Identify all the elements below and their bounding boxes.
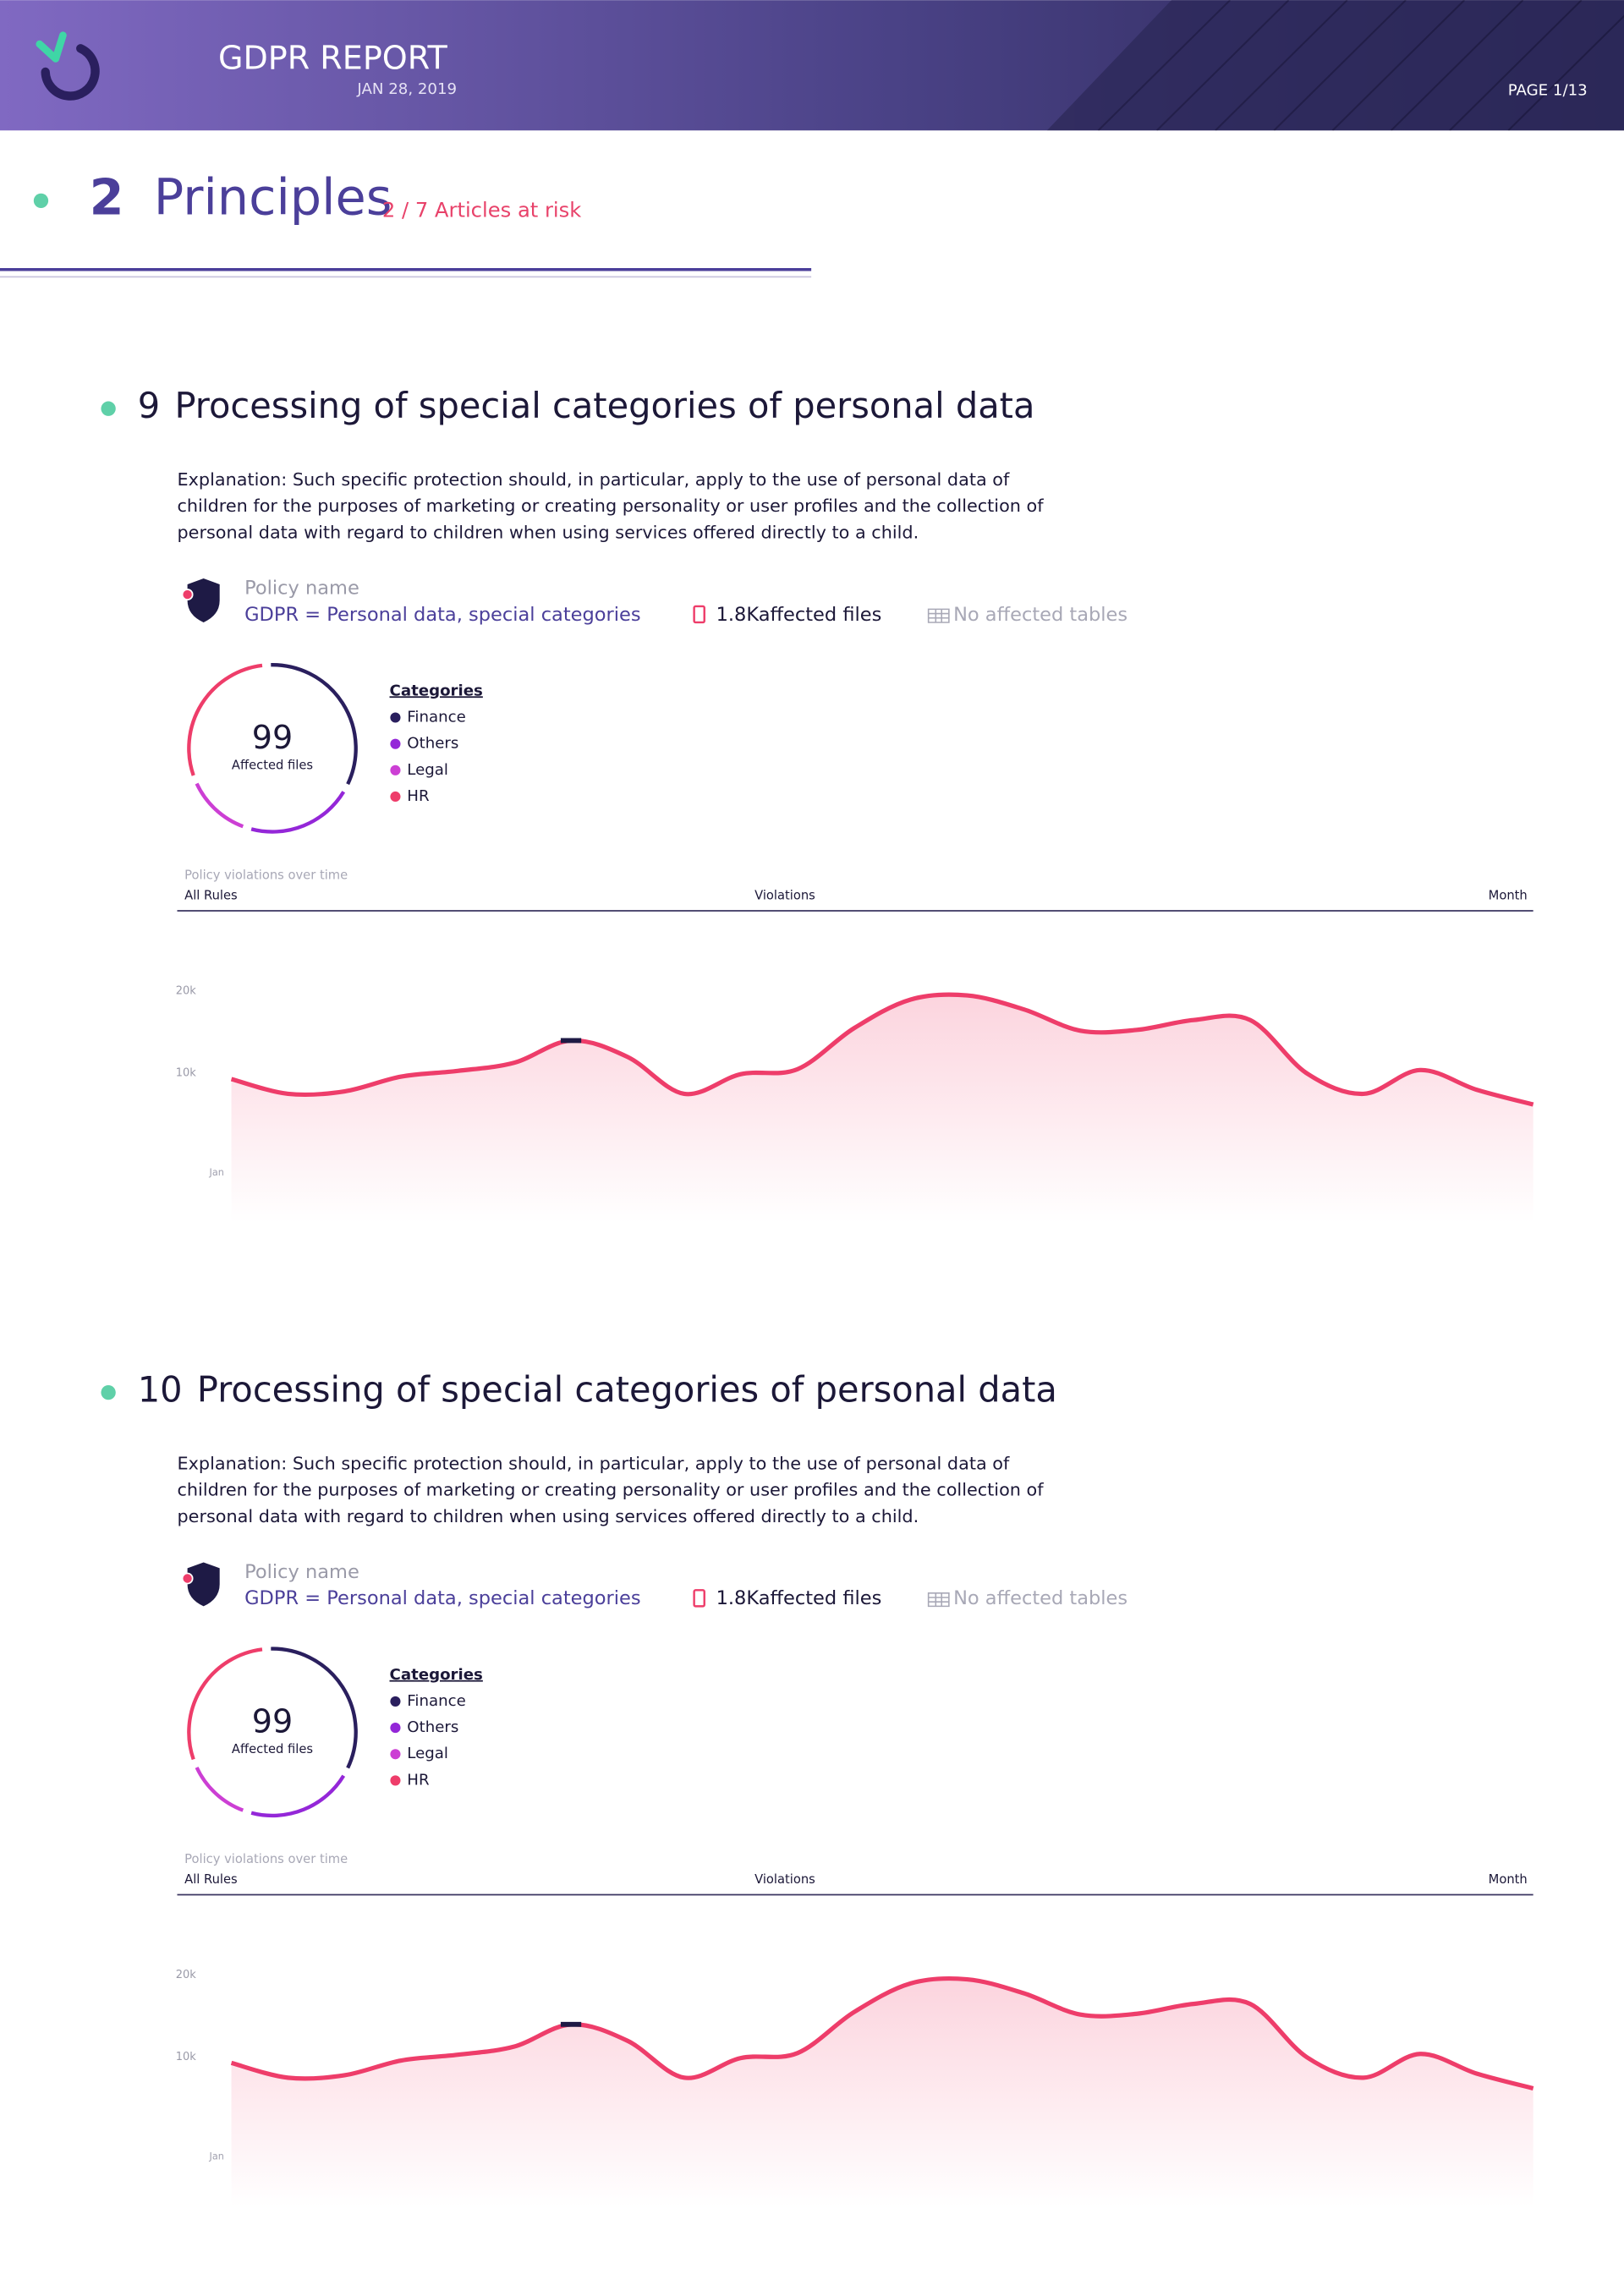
legend-dot [390, 791, 401, 803]
explanation: personal data with regard to children wh… [177, 522, 919, 542]
legend-title: Categories [390, 682, 483, 699]
page-number: PAGE 1/13 [1508, 82, 1588, 100]
affected-tables: No affected tables [953, 604, 1127, 626]
bullet [101, 1384, 116, 1400]
legend-label: Finance [407, 1692, 465, 1710]
donut-segment [187, 663, 263, 776]
y-tick-label: 20k [176, 985, 197, 998]
line [230, 992, 1534, 1107]
explanation: personal data with regard to children wh… [177, 1506, 919, 1526]
article-number: 9 [138, 385, 160, 426]
shield [187, 578, 220, 622]
report-title: GDPR REPORT [218, 40, 447, 77]
legend-dot [390, 1696, 401, 1707]
donut-value: 99 [252, 719, 293, 756]
y-tick-label: 10k [176, 1067, 197, 1080]
chart-column: Violations [754, 889, 815, 903]
donut-segment [271, 663, 358, 786]
chart-column: All Rules [184, 1872, 238, 1887]
policy-name: GDPR = Personal data, special categories [244, 1587, 641, 1609]
header-stripes [1046, 0, 1624, 131]
article-heading: 10 Processing of special categories of pe… [138, 1369, 1057, 1411]
legend-label: Legal [407, 761, 448, 779]
donut-value: 99 [252, 1702, 293, 1740]
affected-files: 1.8Kaffected files [716, 604, 882, 626]
table-icon [927, 608, 950, 623]
explanation: Explanation: Such specific protection sh… [177, 1453, 1010, 1473]
bullet [33, 193, 49, 209]
legend-title: Categories [390, 1666, 483, 1684]
donut-segment [250, 791, 346, 834]
section-header: 2 Principles 2 / 7 Articles at risk [0, 167, 812, 278]
report-date: JAN 28, 2019 [356, 80, 457, 98]
donut-segment [187, 1647, 263, 1761]
legend-label: Legal [407, 1745, 448, 1762]
legend-dot [390, 1723, 401, 1734]
legend-dot [390, 764, 401, 775]
table-icon [927, 1592, 950, 1608]
donut-label: Affected files [232, 1742, 313, 1756]
legend-dot [390, 1749, 401, 1760]
chart-caption: Policy violations over time [184, 1852, 348, 1866]
legend-dot [390, 738, 401, 749]
logo [36, 31, 100, 101]
chart-column: Month [1489, 889, 1528, 903]
x-tick-label: Jan [209, 1167, 224, 1178]
donut-segment [195, 1767, 244, 1812]
article-title: Processing of special categories of pers… [197, 1369, 1057, 1411]
bullet [101, 401, 116, 416]
article: 10 Processing of special categories of pe… [101, 1369, 1534, 2207]
donut-segment [250, 1774, 346, 1818]
policy-name: GDPR = Personal data, special categories [244, 604, 641, 626]
section-risk: 2 / 7 Articles at risk [382, 198, 581, 222]
section-title: Principles [154, 167, 392, 226]
explanation: children for the purposes of marketing o… [177, 496, 1044, 516]
y-tick-label: 10k [176, 2051, 197, 2063]
affected-files: 1.8Kaffected files [716, 1587, 882, 1609]
line [230, 1975, 1534, 2091]
shield-dot [181, 589, 194, 600]
donut-label: Affected files [232, 759, 313, 773]
header: GDPR REPORT JAN 28, 2019 PAGE 1/13 [0, 0, 1624, 131]
legend-label: HR [407, 787, 430, 805]
legend-dot [390, 1775, 401, 1786]
policy-label: Policy name [244, 1561, 359, 1583]
policy-label: Policy name [244, 578, 359, 600]
article-heading: 9 Processing of special categories of per… [138, 385, 1035, 426]
policy-icon [181, 578, 220, 622]
affected-tables: No affected tables [953, 1587, 1127, 1609]
donut-segment [195, 782, 244, 829]
article-title: Processing of special categories of pers… [174, 385, 1034, 426]
article-number: 10 [138, 1369, 183, 1411]
chart-column: Month [1489, 1872, 1528, 1887]
shield [187, 1562, 220, 1607]
chart-column: Violations [754, 1872, 815, 1887]
section-number: 2 [90, 167, 124, 226]
y-tick-label: 20k [176, 1969, 197, 1981]
legend-label: Finance [407, 709, 465, 726]
legend-dot [390, 712, 401, 723]
legend-label: HR [407, 1771, 430, 1789]
legend-label: Others [407, 735, 458, 753]
chart-caption: Policy violations over time [184, 868, 348, 882]
article: 9 Processing of special categories of per… [101, 385, 1534, 1223]
x-tick-label: Jan [209, 2151, 224, 2162]
legend-label: Others [407, 1718, 458, 1736]
area [231, 995, 1533, 1223]
explanation: children for the purposes of marketing o… [177, 1480, 1044, 1500]
policy-icon [181, 1562, 220, 1607]
file-icon [693, 1589, 705, 1608]
shield-dot [181, 1572, 194, 1585]
file-icon [693, 605, 705, 624]
donut-segment [271, 1647, 358, 1769]
chart-column: All Rules [184, 889, 238, 903]
area [231, 1978, 1533, 2207]
explanation: Explanation: Such specific protection sh… [177, 469, 1010, 490]
